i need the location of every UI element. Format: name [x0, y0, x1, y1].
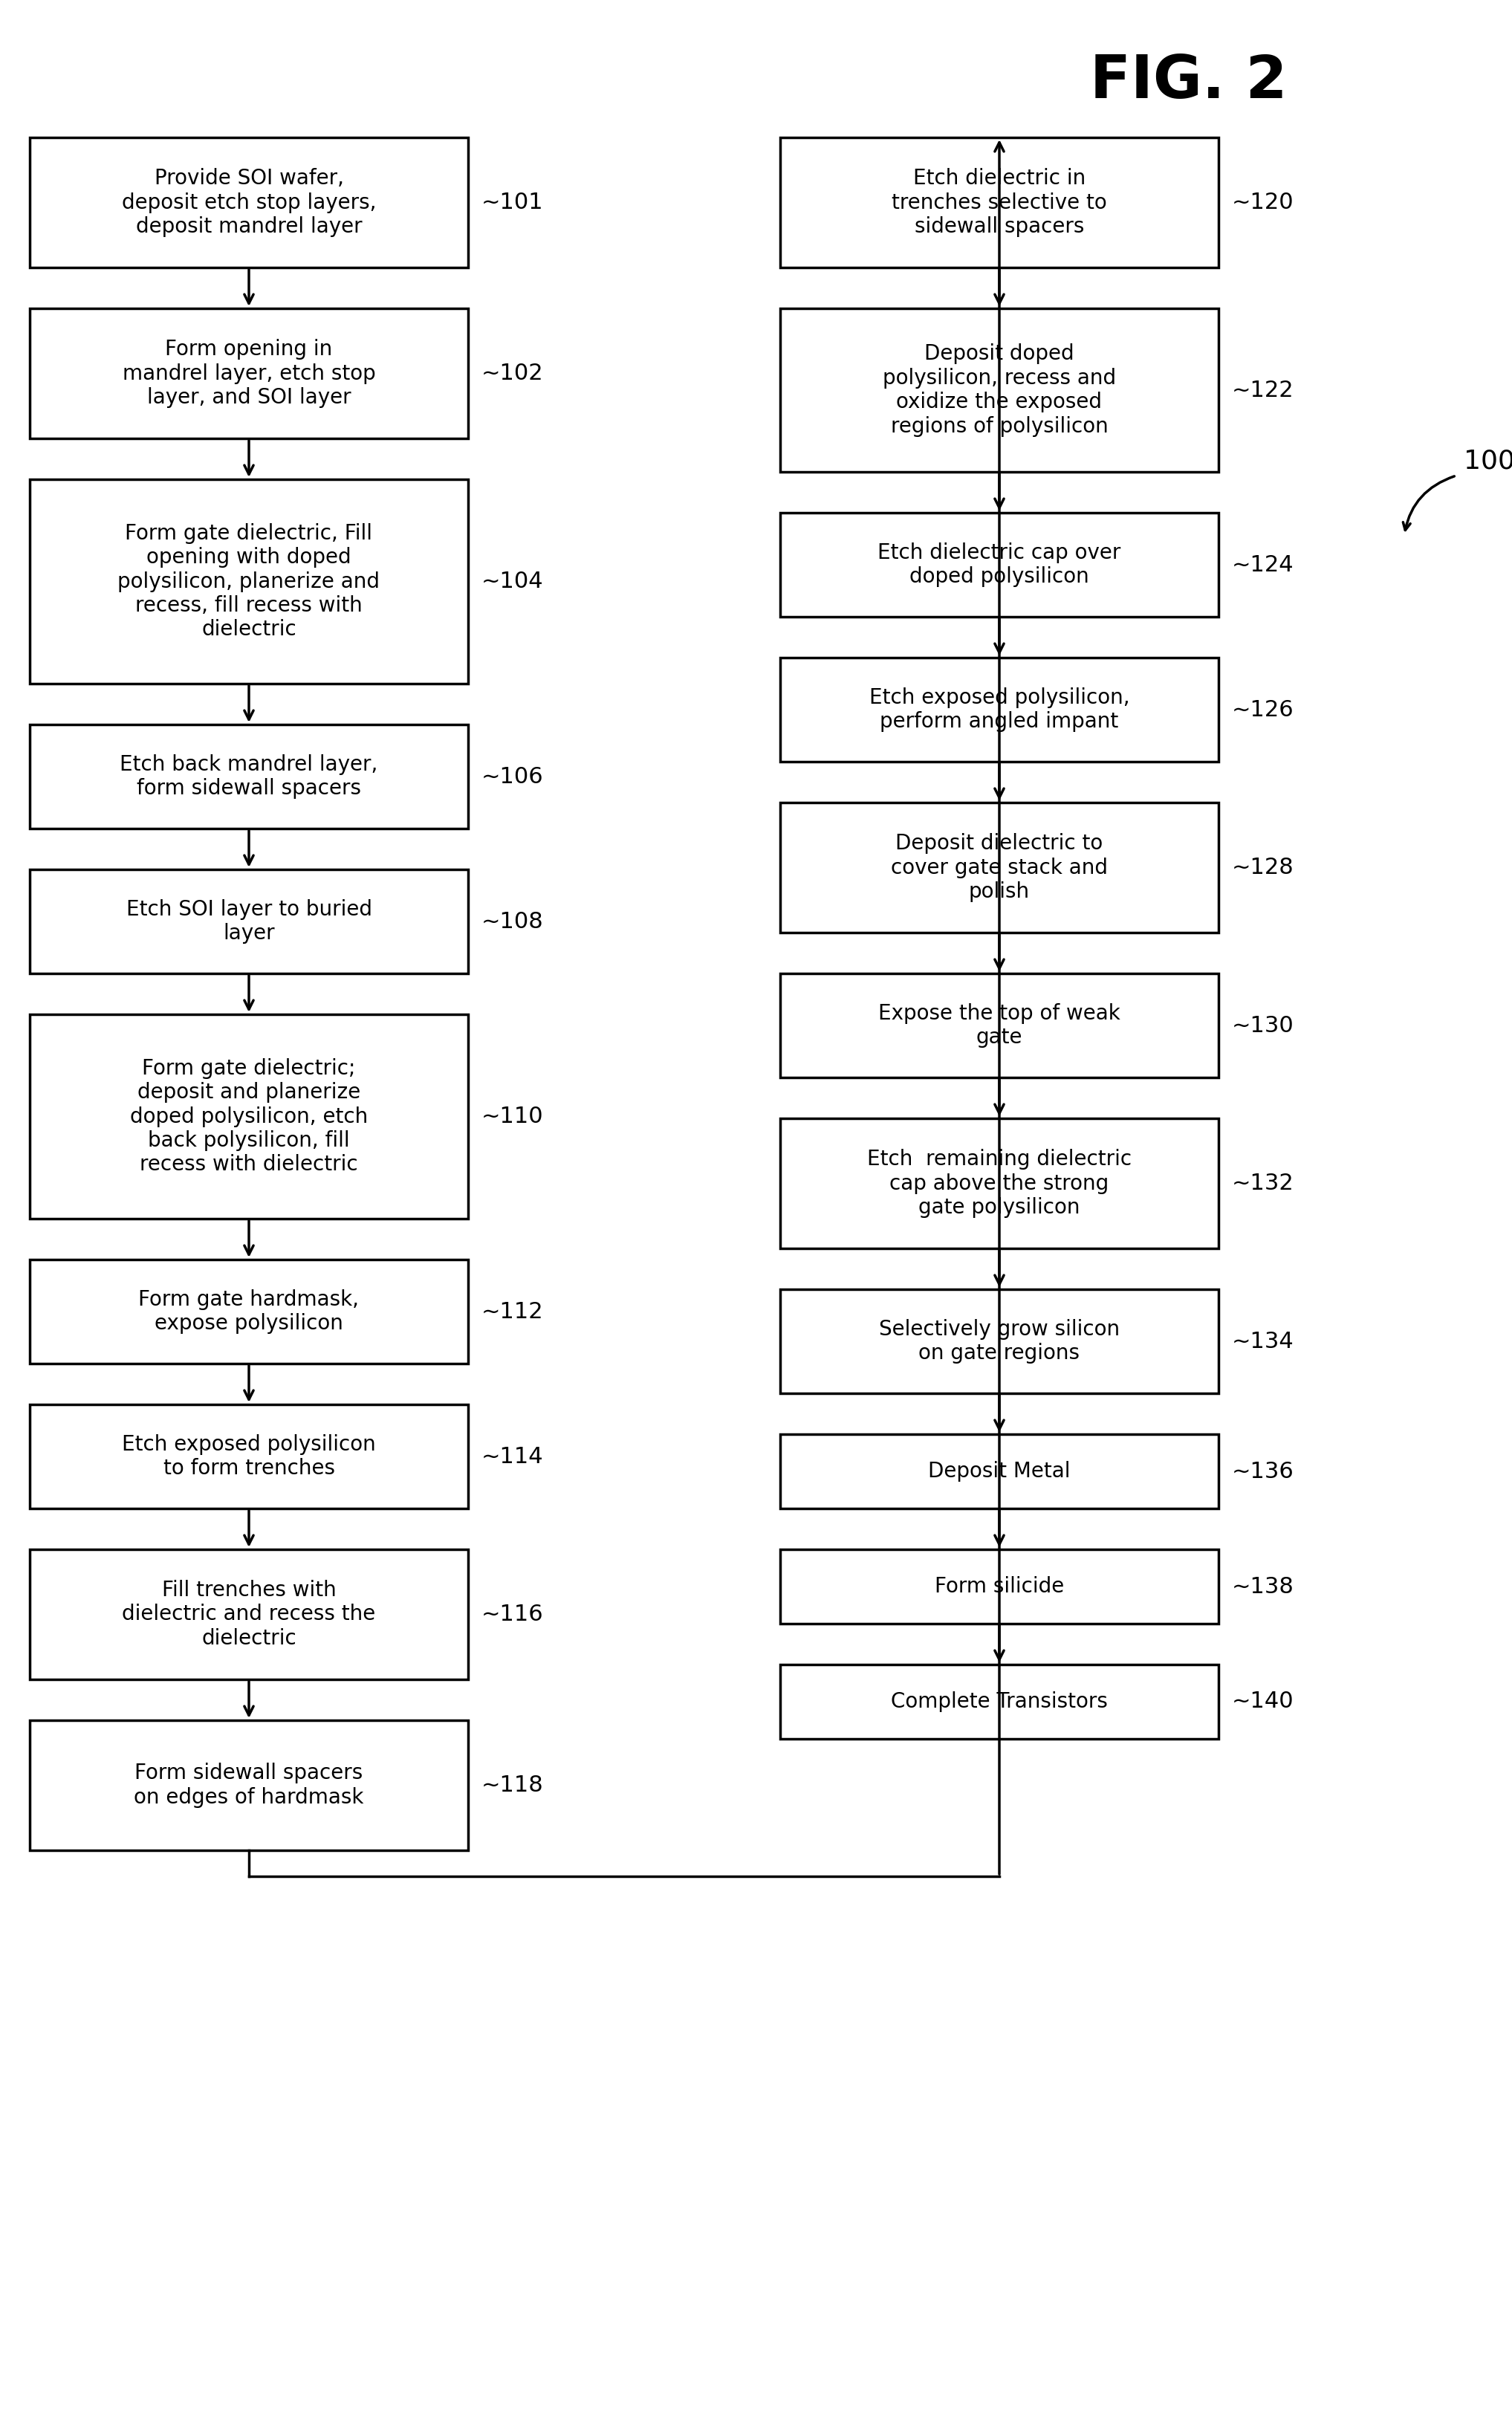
Text: ~140: ~140 — [1232, 1690, 1294, 1712]
Bar — [780, 801, 1219, 932]
Bar — [780, 659, 1219, 763]
Bar — [780, 138, 1219, 266]
Text: Selectively grow silicon
on gate regions: Selectively grow silicon on gate regions — [878, 1319, 1120, 1363]
Text: ~114: ~114 — [481, 1445, 544, 1467]
Text: Form gate dielectric, Fill
opening with doped
polysilicon, planerize and
recess,: Form gate dielectric, Fill opening with … — [118, 523, 380, 639]
Text: ~130: ~130 — [1232, 1014, 1294, 1036]
Bar — [780, 1119, 1219, 1249]
Bar — [780, 1290, 1219, 1394]
Text: Expose the top of weak
gate: Expose the top of weak gate — [878, 1002, 1120, 1048]
Text: Etch SOI layer to buried
layer: Etch SOI layer to buried layer — [125, 898, 372, 944]
Text: Form gate dielectric;
deposit and planerize
doped polysilicon, etch
back polysil: Form gate dielectric; deposit and planer… — [130, 1058, 367, 1174]
Bar — [780, 513, 1219, 617]
Text: ~108: ~108 — [481, 910, 544, 932]
Text: ~120: ~120 — [1232, 191, 1294, 213]
Text: Complete Transistors: Complete Transistors — [891, 1692, 1108, 1712]
Bar — [30, 307, 469, 438]
Text: Fill trenches with
dielectric and recess the
dielectric: Fill trenches with dielectric and recess… — [122, 1581, 375, 1649]
Text: Form silicide: Form silicide — [934, 1576, 1064, 1598]
Bar — [30, 1014, 469, 1218]
Text: Etch back mandrel layer,
form sidewall spacers: Etch back mandrel layer, form sidewall s… — [119, 753, 378, 799]
Text: FIG. 2: FIG. 2 — [1090, 53, 1287, 111]
Bar — [30, 1549, 469, 1680]
Bar — [30, 724, 469, 828]
Text: Etch dielectric cap over
doped polysilicon: Etch dielectric cap over doped polysilic… — [877, 542, 1120, 588]
Text: Etch exposed polysilicon
to form trenches: Etch exposed polysilicon to form trenche… — [122, 1433, 376, 1479]
Text: ~136: ~136 — [1232, 1460, 1294, 1482]
Text: Etch dielectric in
trenches selective to
sidewall spacers: Etch dielectric in trenches selective to… — [892, 167, 1107, 237]
Bar — [780, 973, 1219, 1077]
Text: Provide SOI wafer,
deposit etch stop layers,
deposit mandrel layer: Provide SOI wafer, deposit etch stop lay… — [121, 167, 376, 237]
Bar — [30, 138, 469, 266]
Text: ~126: ~126 — [1232, 700, 1294, 721]
Text: ~110: ~110 — [481, 1106, 544, 1128]
Text: Deposit Metal: Deposit Metal — [928, 1460, 1070, 1482]
Text: Deposit doped
polysilicon, recess and
oxidize the exposed
regions of polysilicon: Deposit doped polysilicon, recess and ox… — [883, 344, 1116, 436]
Text: ~138: ~138 — [1232, 1576, 1294, 1598]
Text: ~134: ~134 — [1232, 1332, 1294, 1351]
Text: Etch exposed polysilicon,
perform angled impant: Etch exposed polysilicon, perform angled… — [869, 688, 1129, 731]
Bar — [30, 1404, 469, 1508]
Bar — [30, 1259, 469, 1363]
Bar — [780, 1666, 1219, 1738]
Text: ~104: ~104 — [481, 571, 544, 593]
Bar — [30, 869, 469, 973]
Text: ~102: ~102 — [481, 363, 544, 385]
Text: Form opening in
mandrel layer, etch stop
layer, and SOI layer: Form opening in mandrel layer, etch stop… — [122, 339, 375, 407]
Text: ~106: ~106 — [481, 765, 544, 787]
Bar — [30, 479, 469, 683]
Text: ~112: ~112 — [481, 1300, 544, 1322]
Bar — [780, 1549, 1219, 1624]
Text: ~118: ~118 — [481, 1775, 544, 1796]
Text: ~128: ~128 — [1232, 857, 1294, 879]
Bar — [780, 307, 1219, 472]
Bar — [30, 1721, 469, 1850]
Text: ~124: ~124 — [1232, 554, 1294, 576]
Text: Form gate hardmask,
expose polysilicon: Form gate hardmask, expose polysilicon — [139, 1288, 360, 1334]
Text: Etch  remaining dielectric
cap above the strong
gate polysilicon: Etch remaining dielectric cap above the … — [866, 1150, 1131, 1218]
Text: ~122: ~122 — [1232, 380, 1294, 402]
Text: Form sidewall spacers
on edges of hardmask: Form sidewall spacers on edges of hardma… — [135, 1762, 364, 1808]
Text: ~132: ~132 — [1232, 1172, 1294, 1194]
Text: 100: 100 — [1464, 448, 1512, 475]
Text: ~116: ~116 — [481, 1603, 544, 1624]
Text: ~101: ~101 — [481, 191, 544, 213]
Bar — [780, 1433, 1219, 1508]
Text: Deposit dielectric to
cover gate stack and
polish: Deposit dielectric to cover gate stack a… — [891, 833, 1108, 903]
